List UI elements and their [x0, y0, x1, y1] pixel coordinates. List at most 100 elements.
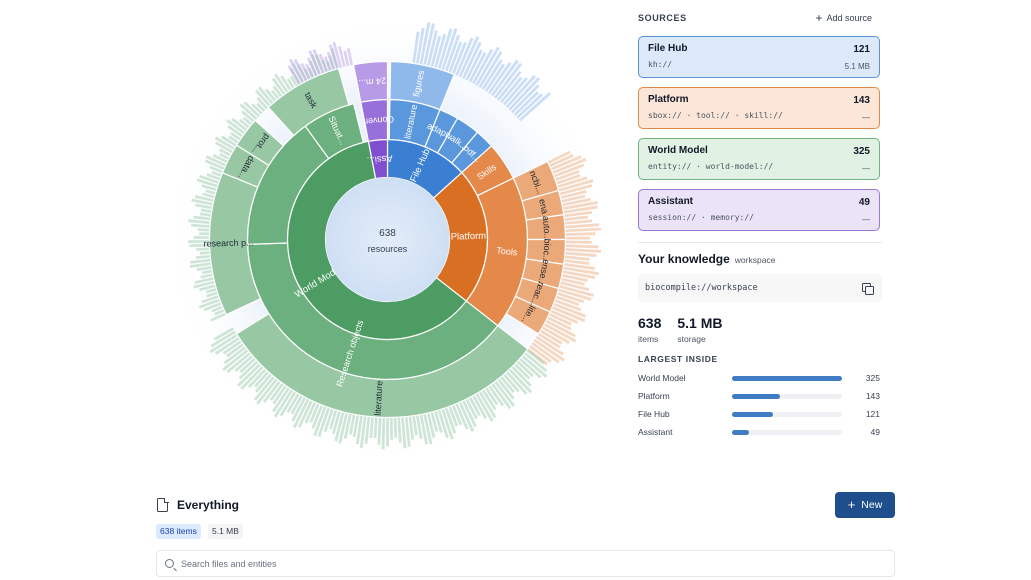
sunburst-label: Platform [451, 231, 487, 243]
fringe-slice [328, 55, 336, 71]
fringe-slice [494, 380, 516, 407]
search-box[interactable] [156, 550, 895, 577]
fringe-slice [305, 63, 314, 79]
fringe-slice [475, 46, 500, 86]
new-button[interactable]: + New [835, 492, 895, 518]
fringe-slice [189, 243, 210, 248]
fringe-slice [557, 176, 588, 189]
stat-storage-value: 5.1 MB [677, 315, 723, 331]
fringe-slice [196, 255, 211, 259]
fringe-slice [551, 306, 586, 323]
fringe-slice [209, 165, 224, 174]
fringe-slice [274, 73, 289, 93]
fringe-slice [211, 305, 224, 313]
sunburst-segment-prot[interactable] [235, 119, 285, 167]
largest-row[interactable]: Platform 143 [638, 388, 882, 404]
fringe-slice [472, 48, 494, 85]
source-card[interactable]: File Hub 121 kh:// 5.1 MB [638, 36, 880, 78]
fringe-slice [211, 170, 222, 177]
fringe-slice [419, 22, 431, 65]
fringe-slice [550, 309, 579, 324]
fringe-slice [196, 178, 219, 188]
fringe-slice [226, 119, 246, 135]
source-name: Assistant [648, 196, 694, 207]
fringe-slice [484, 387, 499, 406]
source-count: 143 [853, 95, 870, 106]
fringe-slice [312, 49, 325, 74]
fringe-slice [451, 404, 463, 426]
sunburst-center[interactable] [325, 177, 450, 302]
sunburst-segment-24m[interactable] [352, 60, 389, 103]
fringe-slice [198, 298, 221, 309]
sunburst-segment-literature-wm[interactable] [235, 312, 529, 419]
largest-row[interactable]: File Hub 121 [638, 406, 882, 422]
fringe-slice [317, 407, 331, 437]
search-input[interactable] [181, 558, 861, 569]
sunburst-segment-figures[interactable] [389, 60, 455, 111]
fringe-slice [292, 398, 310, 429]
fringe-slice [451, 42, 467, 75]
source-size: 5.1 MB [844, 62, 870, 71]
fringe-slice [516, 93, 544, 119]
largest-row[interactable]: World Model 325 [638, 370, 882, 386]
fringe-slice [205, 189, 216, 195]
fringe-slice [458, 401, 475, 432]
sunburst-segment-lite[interactable] [505, 295, 551, 335]
source-name: World Model [648, 145, 708, 156]
fringe-slice [194, 277, 215, 284]
source-count: 325 [853, 146, 870, 157]
largest-name: File Hub [638, 409, 670, 419]
fringe-slice [272, 85, 283, 98]
fringe-slice [234, 354, 254, 372]
add-source-label: Add source [826, 13, 872, 23]
fringe-slice [214, 327, 234, 341]
fringe-slice [193, 280, 215, 289]
source-count: 121 [853, 44, 870, 55]
copy-icon[interactable] [861, 282, 874, 295]
sunburst-segment-adap[interactable] [424, 108, 459, 154]
fringe-slice [397, 417, 402, 443]
fringe-slice [318, 53, 328, 73]
fringe-slice [565, 236, 590, 240]
fringe-slice [328, 409, 338, 430]
add-source-button[interactable]: + Add source [815, 12, 872, 24]
fringe-slice [346, 48, 353, 66]
fringe-slice [226, 343, 245, 358]
fringe-slice [210, 312, 227, 322]
fringe-slice [257, 86, 274, 105]
fringe-slice [200, 208, 212, 213]
fringe-slice [293, 58, 308, 82]
fringe-slice [537, 332, 561, 349]
sunburst-segment-task[interactable] [267, 67, 350, 137]
sources-panel: SOURCES + Add source File Hub 121 kh:// 5.1… [638, 10, 882, 440]
fringe-slice [539, 329, 563, 345]
fringe-slice [564, 215, 589, 221]
fringe-slice [286, 393, 300, 413]
fringe-slice [219, 152, 230, 160]
source-card[interactable]: Assistant 49 session:// · memory:// — [638, 189, 880, 231]
fringe-slice [541, 326, 571, 345]
fringe-slice [465, 398, 478, 420]
fringe-slice [434, 33, 447, 69]
fringe-slice [481, 59, 503, 90]
sunburst-label: 24 m... [358, 76, 386, 89]
fringe-slice [310, 54, 322, 76]
fringe-slice [203, 302, 222, 312]
source-card[interactable]: Platform 143 sbox:// · tool:// · skill:// — [638, 87, 880, 129]
fringe-slice [238, 118, 250, 129]
fringe-slice [523, 352, 548, 373]
fringe-slice [526, 348, 548, 366]
fringe-slice [448, 405, 459, 427]
source-uri: kh:// [648, 60, 673, 69]
fringe-slice [222, 349, 249, 371]
fringe-slice [253, 370, 270, 388]
largest-row[interactable]: Assistant 49 [638, 424, 882, 440]
fringe-slice [213, 309, 225, 316]
plus-icon: + [847, 497, 856, 512]
fringe-slice [564, 259, 590, 265]
fringe-slice [543, 323, 577, 343]
fringe-slice [279, 391, 297, 417]
source-card[interactable]: World Model 325 entity:// · world-model://… [638, 138, 880, 180]
fringe-slice [555, 295, 580, 306]
fringe-slice [511, 84, 540, 114]
